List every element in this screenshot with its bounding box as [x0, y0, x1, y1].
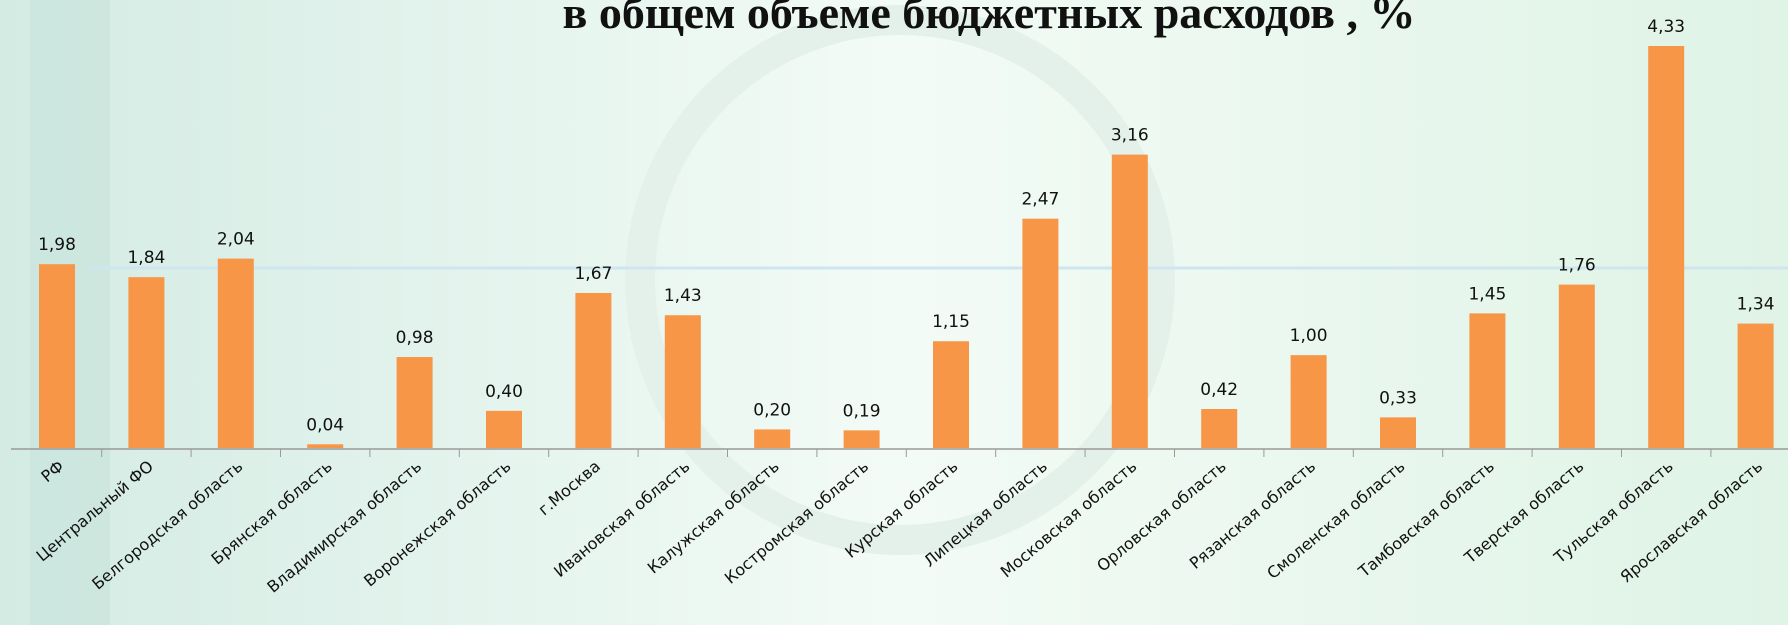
value-label: 1,67: [574, 264, 612, 284]
bar: [933, 341, 969, 448]
value-label: 0,98: [396, 328, 434, 348]
value-label: 1,98: [38, 235, 76, 255]
value-label: 0,20: [753, 400, 791, 420]
bar: [128, 277, 165, 448]
bar: [664, 315, 701, 448]
value-label: 1,34: [1737, 295, 1775, 315]
value-label: 0,33: [1379, 388, 1417, 408]
value-label: 1,43: [664, 286, 702, 306]
bar: [1201, 409, 1238, 448]
value-label: 4,33: [1647, 17, 1685, 37]
value-label: 2,04: [217, 230, 255, 250]
bar: [1648, 46, 1685, 448]
bar: [1380, 417, 1416, 448]
bar: [217, 258, 254, 448]
value-label: 1,76: [1558, 256, 1596, 276]
value-label: 2,47: [1021, 190, 1059, 210]
bar: [1558, 284, 1595, 448]
bar: [396, 357, 433, 448]
bar: [1022, 218, 1059, 448]
bar: [1737, 323, 1774, 448]
bar: [843, 430, 880, 448]
bar: [39, 264, 75, 448]
value-label: 0,19: [843, 401, 881, 421]
emblem: [625, 5, 1175, 555]
bar: [1469, 313, 1506, 448]
value-label: 1,00: [1290, 326, 1328, 346]
bar: [575, 292, 612, 448]
value-label: 0,42: [1200, 380, 1238, 400]
bar: [1111, 154, 1148, 449]
value-label: 1,45: [1468, 284, 1506, 304]
value-label: 0,04: [306, 415, 344, 435]
bar: [1290, 355, 1327, 448]
bar: [486, 410, 522, 448]
bar: [754, 429, 791, 448]
value-label: 1,84: [127, 248, 165, 268]
value-label: 3,16: [1111, 126, 1149, 146]
value-label: 0,40: [485, 382, 523, 402]
bar: [307, 444, 344, 448]
value-label: 1,15: [932, 312, 970, 332]
chart-title: в общем объеме бюджетных расходов , %: [562, 0, 1415, 38]
